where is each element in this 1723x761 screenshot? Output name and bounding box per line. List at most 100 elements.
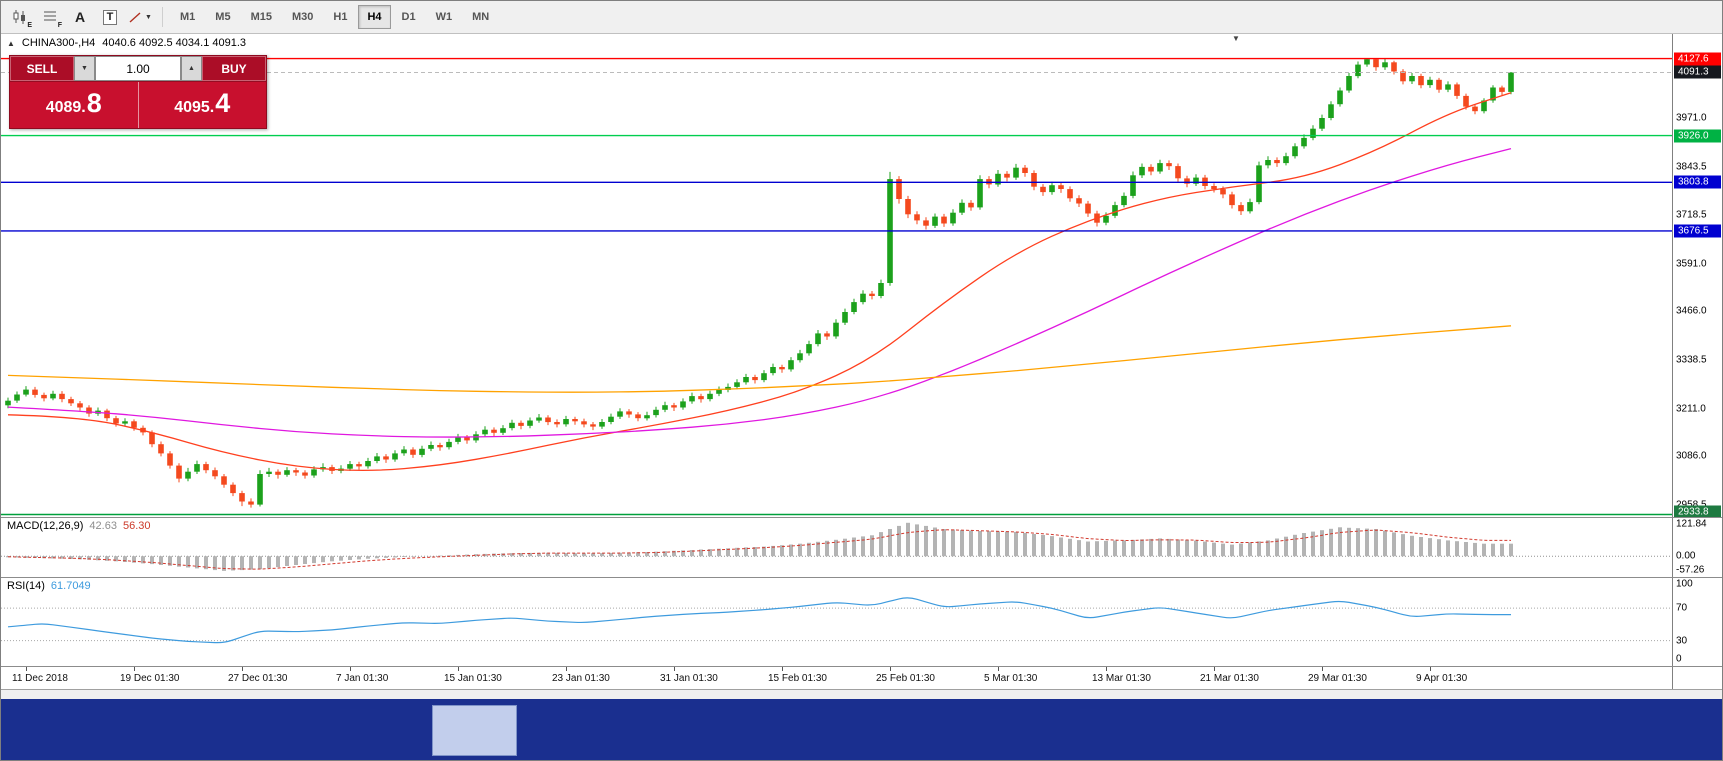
buy-button[interactable]: BUY [202, 56, 266, 81]
price-chart-plot[interactable]: ▲ CHINA300-,H4 4040.6 4092.5 4034.1 4091… [1, 34, 1672, 517]
sell-price-display[interactable]: 4089. 8 [10, 82, 138, 128]
time-tick [566, 667, 567, 671]
symbol-timeframe-label: CHINA300-,H4 [21, 37, 96, 49]
time-axis-label: 5 Mar 01:30 [984, 673, 1038, 684]
volume-increase-button[interactable]: ▲ [181, 56, 202, 81]
one-click-panel-toggle-icon[interactable]: ▲ [7, 38, 15, 48]
chart-marker-icon: ▼ [1232, 34, 1240, 43]
taskbar-window-button[interactable] [432, 705, 517, 756]
letter-t-icon: T [102, 9, 118, 25]
axis-tick-label: 0 [1676, 653, 1682, 665]
rsi-plot[interactable]: RSI(14) 61.7049 [1, 578, 1672, 666]
volume-input[interactable] [95, 56, 181, 81]
rsi-line [7, 597, 1511, 644]
timeframe-d1-button[interactable]: D1 [401, 11, 416, 23]
time-axis-label: 27 Dec 01:30 [228, 673, 288, 684]
sell-price-main: 4089. [45, 99, 86, 116]
macd-signal-line [7, 529, 1511, 570]
icon-sub-label: F [57, 22, 62, 29]
macd-pane: MACD(12,26,9) 42.63 56.30 121.84 0.00 -57.… [1, 518, 1722, 578]
price-badge: 3803.8 [1674, 175, 1721, 189]
main-chart-pane: ▲ CHINA300-,H4 4040.6 4092.5 4034.1 4091… [1, 34, 1722, 518]
ma-medium-line [7, 147, 1512, 438]
sell-price-big-digit: 8 [86, 88, 102, 118]
time-tick [674, 667, 675, 671]
trendline-icon [129, 11, 141, 23]
time-axis-label: 13 Mar 01:30 [1092, 673, 1151, 684]
icon-sub-label: E [27, 22, 32, 29]
time-axis-label: 31 Jan 01:30 [660, 673, 718, 684]
timeframe-m5-button[interactable]: M5 [215, 11, 231, 23]
chart-window: ▲ CHINA300-,H4 4040.6 4092.5 4034.1 4091… [1, 34, 1722, 689]
macd-main-value: 42.63 [89, 520, 117, 532]
ma-slow-line [7, 325, 1512, 393]
buy-price-big-digit: 4 [215, 88, 231, 118]
timeframe-h1-button[interactable]: H1 [333, 11, 348, 23]
time-tick [890, 667, 891, 671]
text-label-tool-button[interactable]: A [66, 4, 94, 30]
rsi-label: RSI(14) 61.7049 [7, 580, 91, 592]
axis-corner [1672, 667, 1722, 689]
candles-group [5, 58, 1514, 508]
rsi-axis[interactable]: 100 70 30 0 [1672, 578, 1722, 666]
time-tick [782, 667, 783, 671]
triangle-up-icon: ▲ [188, 65, 195, 72]
axis-tick-label: 3086.0 [1676, 450, 1707, 462]
taskbar [1, 699, 1722, 760]
chevron-down-icon: ▼ [145, 13, 152, 21]
chart-type-button[interactable]: E [6, 4, 34, 30]
time-axis-label: 21 Mar 01:30 [1200, 673, 1259, 684]
axis-tick-label: 121.84 [1676, 518, 1707, 530]
time-tick [350, 667, 351, 671]
triangle-down-icon: ▼ [81, 65, 88, 72]
timeframe-m30-button[interactable]: M30 [291, 11, 314, 23]
time-axis-label: 15 Jan 01:30 [444, 673, 502, 684]
price-axis[interactable]: 3971.0 3843.5 3718.5 3591.0 3466.0 3338.5 3211… [1672, 34, 1722, 517]
price-divider [137, 82, 139, 128]
time-tick [134, 667, 135, 671]
toolbar: E F A T ▼ M1 M5 M15 M30 H1 H4 D1 [1, 1, 1722, 34]
time-axis[interactable]: 11 Dec 2018 19 Dec 01:30 27 Dec 01:30 7 Jan… [1, 667, 1722, 689]
time-axis-label: 15 Feb 01:30 [768, 673, 827, 684]
macd-name: MACD(12,26,9) [7, 520, 84, 532]
axis-tick-label: 3211.0 [1676, 403, 1706, 415]
data-window-button[interactable]: F [36, 4, 64, 30]
one-click-trading-panel: SELL ▼ ▲ BUY 4089.8 4095.4 [9, 55, 267, 129]
macd-axis[interactable]: 121.84 0.00 -57.26 [1672, 518, 1722, 577]
macd-plot[interactable]: MACD(12,26,9) 42.63 56.30 [1, 518, 1672, 577]
axis-tick-label: 3466.0 [1676, 305, 1707, 317]
timeframe-mn-button[interactable]: MN [472, 11, 490, 23]
time-axis-label: 19 Dec 01:30 [120, 673, 180, 684]
time-tick [1322, 667, 1323, 671]
timeframe-w1-button[interactable]: W1 [435, 11, 453, 23]
time-tick [998, 667, 999, 671]
time-axis-label: 9 Apr 01:30 [1416, 673, 1468, 684]
drawing-tools-button[interactable]: ▼ [126, 4, 154, 30]
time-tick [242, 667, 243, 671]
rsi-pane: RSI(14) 61.7049 100 70 30 0 [1, 578, 1722, 667]
axis-tick-label: 3718.5 [1676, 209, 1707, 221]
axis-tick-label: 0.00 [1676, 550, 1696, 562]
macd-signal-value: 56.30 [122, 520, 151, 532]
buy-price-display[interactable]: 4095. 4 [139, 82, 267, 128]
timeframe-h4-button[interactable]: H4 [358, 5, 391, 29]
axis-tick-label: 3971.0 [1676, 112, 1707, 124]
time-axis-label: 29 Mar 01:30 [1308, 673, 1367, 684]
text-tool-button[interactable]: T [96, 4, 124, 30]
sell-button[interactable]: SELL [10, 56, 74, 81]
axis-tick-label: 3843.5 [1676, 161, 1707, 173]
rsi-value: 61.7049 [50, 580, 91, 592]
time-tick [1214, 667, 1215, 671]
ma-fast-line [7, 92, 1512, 472]
time-axis-label: 11 Dec 2018 [12, 673, 68, 684]
price-badge: 3676.5 [1674, 224, 1721, 238]
candlestick-chart-icon [13, 10, 25, 24]
volume-decrease-button[interactable]: ▼ [74, 56, 95, 81]
macd-histogram [6, 522, 1513, 571]
timeframe-m15-button[interactable]: M15 [250, 11, 272, 23]
price-badge: 4091.3 [1674, 65, 1721, 79]
status-bar [1, 689, 1722, 699]
timeframe-m1-button[interactable]: M1 [180, 11, 196, 23]
rsi-name: RSI(14) [7, 580, 45, 592]
axis-tick-label: 3591.0 [1676, 258, 1707, 270]
